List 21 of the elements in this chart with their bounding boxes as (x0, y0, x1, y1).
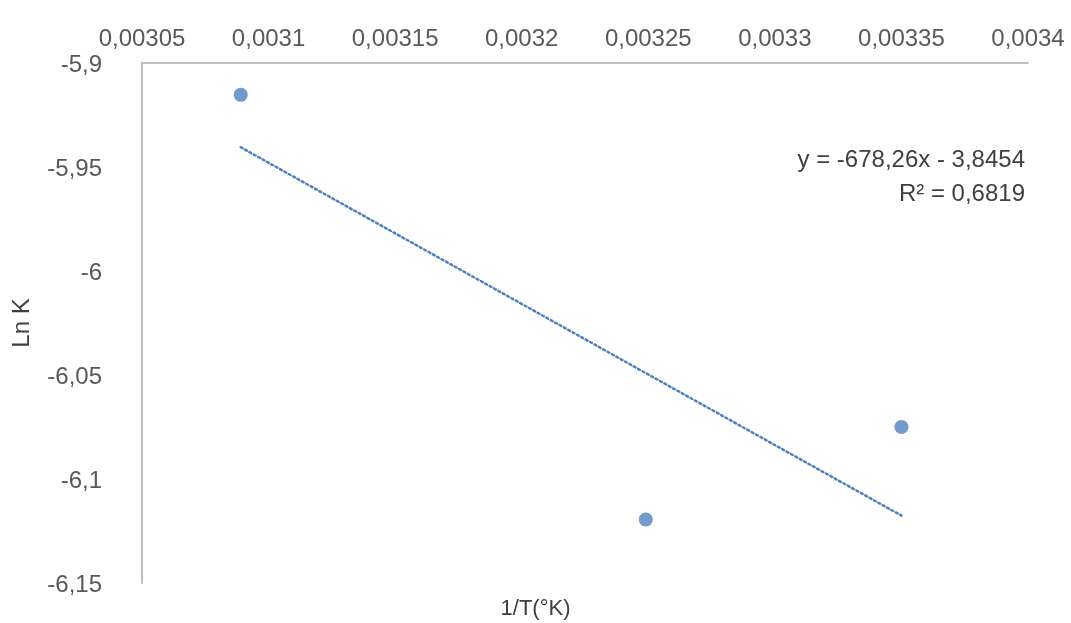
point (894, 420, 909, 434)
x-tick-label: 0,00315 (351, 23, 439, 51)
x-axis-title: 1/T(°K) (500, 594, 571, 620)
x-tick-label: 0,00335 (858, 23, 945, 51)
point (233, 87, 248, 102)
x-tick-label: 0,0032 (485, 23, 559, 51)
y-tick-label: -5,9 (60, 49, 102, 77)
point (638, 512, 653, 527)
y-tick-label: -6,05 (47, 361, 102, 389)
x-tick-label: 0,0033 (738, 23, 812, 51)
annotation: R² = 0,6819 (898, 178, 1026, 206)
y-axis-title: Ln K (6, 298, 34, 348)
x-tick-label: 0,0034 (991, 23, 1065, 51)
y-tick-label: -6,15 (47, 569, 102, 597)
x-tick-label: 0,00325 (604, 23, 692, 51)
y-tick-label: -6 (80, 257, 102, 285)
y-tick-label: -5,95 (47, 153, 102, 181)
annotation: y = -678,26x - 3,8454 (797, 144, 1025, 172)
x-tick-label: 0,0031 (231, 23, 306, 51)
x-tick-label: 0,00305 (98, 23, 186, 51)
y-tick-label: -6,1 (60, 465, 102, 493)
